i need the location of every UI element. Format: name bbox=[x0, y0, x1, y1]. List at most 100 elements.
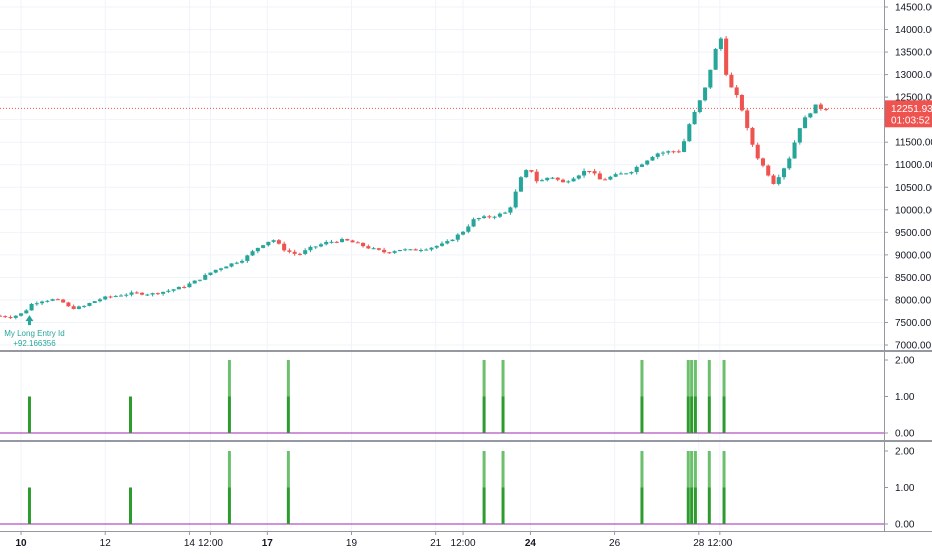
candle-up[interactable] bbox=[476, 218, 481, 220]
indicator-1-bar-upper[interactable] bbox=[482, 360, 486, 397]
candle-up[interactable] bbox=[371, 248, 376, 250]
candle-down[interactable] bbox=[66, 302, 71, 307]
candle-up[interactable] bbox=[103, 296, 108, 300]
indicator-1-bar[interactable] bbox=[722, 396, 726, 434]
candle-up[interactable] bbox=[666, 151, 671, 153]
candle-up[interactable] bbox=[566, 181, 571, 183]
candle-up[interactable] bbox=[87, 302, 92, 306]
indicator-2-bar-upper[interactable] bbox=[693, 451, 697, 488]
candle-down[interactable] bbox=[729, 74, 734, 88]
indicator-panel-1[interactable] bbox=[0, 360, 884, 434]
candle-down[interactable] bbox=[529, 170, 534, 172]
candle-down[interactable] bbox=[366, 246, 371, 249]
candle-down[interactable] bbox=[745, 110, 750, 128]
candle-down[interactable] bbox=[276, 240, 281, 244]
candle-up[interactable] bbox=[713, 48, 718, 70]
candle-up[interactable] bbox=[660, 152, 666, 154]
candle-up[interactable] bbox=[634, 166, 639, 173]
candle-up[interactable] bbox=[624, 173, 629, 175]
candle-up[interactable] bbox=[329, 241, 334, 243]
candle-up[interactable] bbox=[539, 180, 545, 182]
indicator-2-bar[interactable] bbox=[690, 487, 694, 525]
indicator-1-bar[interactable] bbox=[707, 396, 711, 434]
candle-up[interactable] bbox=[655, 153, 660, 157]
candle-up[interactable] bbox=[471, 219, 476, 227]
candle-down[interactable] bbox=[350, 240, 355, 243]
candle-up[interactable] bbox=[129, 292, 134, 295]
candle-up[interactable] bbox=[45, 300, 50, 302]
candle-down[interactable] bbox=[734, 87, 739, 95]
price-panel[interactable]: My Long Entry Id+92.166356 bbox=[0, 36, 884, 348]
long-entry-arrow-icon[interactable] bbox=[25, 315, 34, 326]
indicator-2-bar-upper[interactable] bbox=[686, 451, 690, 488]
candle-down[interactable] bbox=[71, 306, 76, 309]
candle-up[interactable] bbox=[250, 251, 255, 256]
candle-up[interactable] bbox=[271, 240, 276, 242]
candle-up[interactable] bbox=[492, 216, 497, 218]
indicator-1-bar[interactable] bbox=[27, 396, 31, 434]
candle-up[interactable] bbox=[645, 160, 650, 165]
candle-up[interactable] bbox=[524, 170, 529, 178]
candle-up[interactable] bbox=[197, 279, 202, 281]
indicator-2-bar[interactable] bbox=[707, 487, 711, 525]
candle-up[interactable] bbox=[192, 280, 197, 284]
candle-up[interactable] bbox=[418, 250, 423, 252]
indicator-2-bar[interactable] bbox=[286, 487, 290, 525]
candle-up[interactable] bbox=[176, 286, 181, 290]
candle-up[interactable] bbox=[261, 245, 266, 248]
indicator-2-bar[interactable] bbox=[227, 487, 231, 525]
candle-up[interactable] bbox=[29, 303, 34, 311]
candle-down[interactable] bbox=[355, 242, 360, 244]
candle-up[interactable] bbox=[797, 128, 802, 143]
candle-up[interactable] bbox=[50, 299, 55, 301]
candle-up[interactable] bbox=[434, 245, 439, 248]
candle-up[interactable] bbox=[582, 170, 587, 176]
candle-up[interactable] bbox=[571, 178, 576, 182]
indicator-2-bar[interactable] bbox=[686, 487, 690, 525]
indicator-1-bar[interactable] bbox=[690, 396, 694, 434]
candle-down[interactable] bbox=[182, 286, 187, 288]
candle-up[interactable] bbox=[224, 266, 229, 269]
candle-down[interactable] bbox=[724, 38, 729, 75]
candle-up[interactable] bbox=[466, 226, 471, 232]
candle-up[interactable] bbox=[545, 177, 550, 181]
candle-down[interactable] bbox=[534, 171, 539, 182]
indicator-1-bar[interactable] bbox=[640, 396, 644, 434]
candle-up[interactable] bbox=[429, 247, 434, 250]
candle-up[interactable] bbox=[703, 87, 708, 101]
candle-down[interactable] bbox=[297, 253, 302, 255]
indicator-1-bar-upper[interactable] bbox=[286, 360, 290, 397]
candle-up[interactable] bbox=[513, 191, 518, 208]
candle-down[interactable] bbox=[376, 248, 381, 250]
indicator-1-bar[interactable] bbox=[482, 396, 486, 434]
candle-down[interactable] bbox=[140, 292, 145, 295]
indicator-2-bar-upper[interactable] bbox=[501, 451, 505, 488]
candle-up[interactable] bbox=[618, 173, 623, 175]
candle-up[interactable] bbox=[34, 303, 39, 305]
candle-down[interactable] bbox=[555, 177, 560, 180]
candle-up[interactable] bbox=[124, 294, 129, 296]
indicator-2-bar[interactable] bbox=[722, 487, 726, 525]
indicator-2-bar[interactable] bbox=[482, 487, 486, 525]
candle-up[interactable] bbox=[482, 216, 487, 219]
time-axis[interactable]: 10 12 14 12:00 17 19 21 12:00 24 26 28 12:00 bbox=[15, 531, 733, 549]
candle-up[interactable] bbox=[40, 301, 45, 304]
candle-up[interactable] bbox=[792, 142, 797, 159]
candle-up[interactable] bbox=[550, 177, 555, 179]
candle-down[interactable] bbox=[382, 249, 387, 253]
candle-up[interactable] bbox=[229, 263, 234, 267]
candle-up[interactable] bbox=[650, 156, 655, 161]
candle-down[interactable] bbox=[750, 127, 755, 145]
candle-up[interactable] bbox=[150, 293, 155, 295]
candle-down[interactable] bbox=[587, 170, 592, 172]
candle-up[interactable] bbox=[445, 241, 450, 244]
indicator-1-bar[interactable] bbox=[686, 396, 690, 434]
candle-up[interactable] bbox=[255, 247, 260, 252]
indicator-1-bar-upper[interactable] bbox=[722, 360, 726, 397]
candle-up[interactable] bbox=[787, 158, 792, 169]
indicator-2-bar[interactable] bbox=[501, 487, 505, 525]
candle-down[interactable] bbox=[134, 292, 139, 294]
candle-up[interactable] bbox=[697, 100, 702, 112]
candle-up[interactable] bbox=[608, 176, 613, 180]
